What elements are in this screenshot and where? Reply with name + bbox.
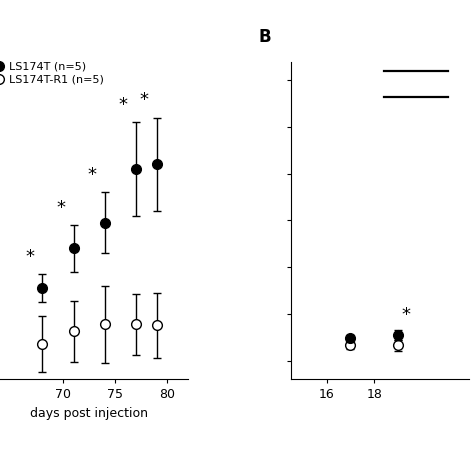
Text: *: * (56, 199, 65, 217)
Text: *: * (402, 306, 411, 324)
X-axis label: days post injection: days post injection (30, 407, 148, 420)
Text: *: * (139, 91, 148, 109)
Text: *: * (26, 248, 35, 266)
Text: *: * (119, 96, 128, 114)
Legend: LS174T (n=5), LS174T-R1 (n=5): LS174T (n=5), LS174T-R1 (n=5) (0, 61, 105, 86)
Text: B: B (259, 28, 272, 46)
Text: *: * (88, 166, 97, 184)
